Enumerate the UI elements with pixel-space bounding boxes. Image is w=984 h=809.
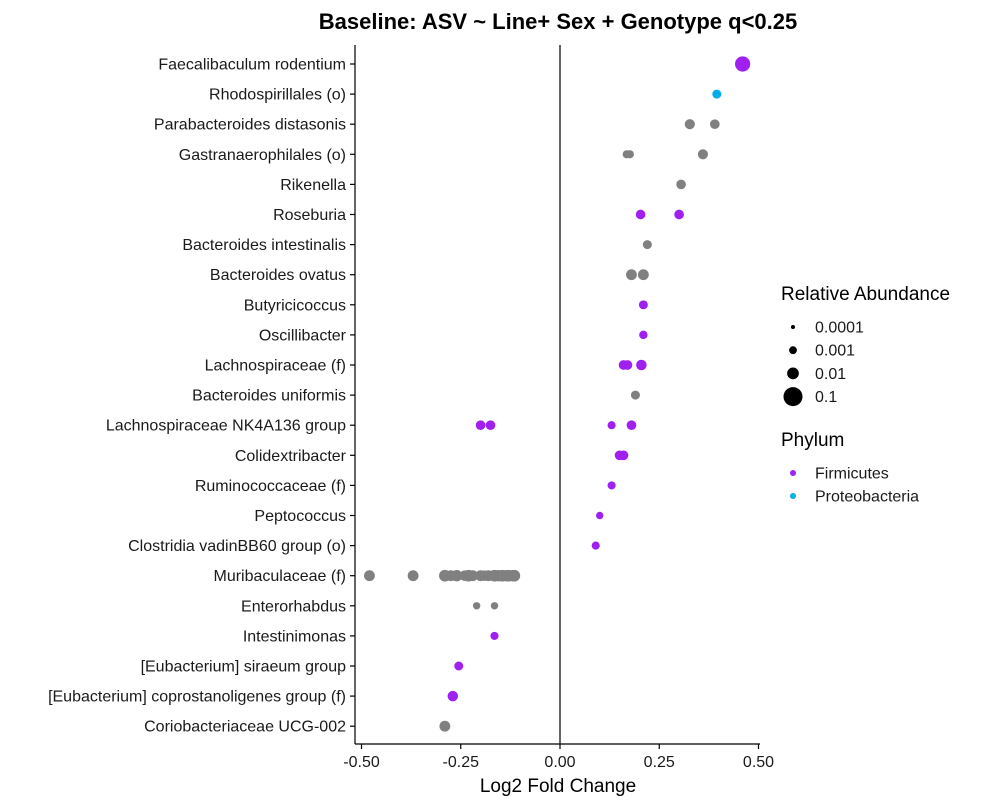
x-tick-label: 0.25 (644, 754, 675, 771)
legend: Relative Abundance 0.0001 0.001 0.01 0.1 Ph… (781, 284, 950, 506)
legend-size-label: 0.001 (815, 343, 855, 360)
data-point (454, 661, 464, 671)
data-point (697, 149, 708, 160)
y-tick-label: Bacteroides ovatus (210, 267, 346, 284)
data-point (607, 481, 616, 490)
y-axis-ticks (350, 63, 355, 727)
y-tick-label: Lachnospiraceae NK4A136 group (106, 418, 346, 435)
data-point (490, 631, 499, 640)
legend-size-dot (791, 325, 795, 329)
y-tick-label: Roseburia (273, 207, 346, 224)
data-point (622, 360, 633, 370)
data-point (591, 541, 600, 550)
data-point (475, 420, 486, 431)
data-point (595, 511, 604, 520)
legend-size-label: 0.1 (815, 389, 837, 406)
legend-size-dot (783, 387, 803, 407)
data-point (637, 269, 649, 281)
data-point (709, 119, 720, 130)
y-tick-label: Bacteroides uniformis (192, 388, 346, 405)
y-tick-label: Parabacteroides distasonis (154, 117, 346, 134)
data-point (439, 720, 451, 732)
y-tick-label: Peptococcus (254, 508, 346, 525)
data-point (607, 421, 616, 430)
x-tick-label: 0.00 (544, 754, 575, 771)
legend-phylum-dot (790, 470, 796, 476)
y-tick-label: Rhodospirillales (o) (209, 87, 346, 104)
x-axis-ticks: -0.50 -0.25 0.00 0.25 0.50 (343, 744, 774, 771)
data-point (364, 570, 375, 582)
legend-phylum-label: Firmicutes (815, 466, 889, 483)
data-point (447, 690, 459, 702)
y-tick-label: Muribaculaceae (f) (214, 568, 347, 585)
data-points (364, 56, 751, 732)
y-tick-label: Oscillibacter (259, 327, 347, 344)
y-tick-label: [Eubacterium] coprostanoligenes group (f… (48, 689, 346, 706)
y-tick-label: Coriobacteriaceae UCG-002 (144, 719, 346, 736)
y-tick-label: Clostridia vadinBB60 group (o) (128, 538, 346, 555)
data-point (508, 569, 521, 582)
data-point (407, 570, 419, 582)
data-point (472, 602, 481, 610)
legend-size-title: Relative Abundance (781, 284, 950, 305)
y-tick-label: Rikenella (280, 177, 346, 194)
legend-size-label: 0.01 (815, 366, 846, 383)
legend-phylum-entries: Firmicutes Proteobacteria (790, 466, 919, 506)
y-tick-label: Ruminococcaceae (f) (195, 478, 346, 495)
x-tick-label: -0.25 (443, 754, 480, 771)
data-point (490, 602, 499, 610)
data-point (635, 209, 646, 220)
y-tick-label: Colidextribacter (235, 448, 347, 465)
x-axis-title: Log2 Fold Change (480, 776, 636, 797)
y-tick-label: Bacteroides intestinalis (182, 237, 346, 254)
data-point (639, 330, 648, 340)
y-tick-label: Intestinimonas (243, 628, 346, 645)
x-tick-label: 0.50 (743, 754, 774, 771)
data-point (485, 420, 496, 431)
data-point (467, 570, 479, 582)
legend-size-dot (789, 346, 797, 355)
y-tick-label: Lachnospiraceae (f) (205, 358, 346, 375)
y-tick-label: Enterorhabdus (241, 598, 346, 615)
data-point (638, 300, 648, 310)
legend-phylum-title: Phylum (781, 430, 844, 451)
data-point (676, 179, 686, 190)
data-point (636, 359, 647, 371)
chart-title: Baseline: ASV ~ Line+ Sex + Genotype q<0… (319, 9, 798, 34)
legend-size-label: 0.0001 (815, 320, 864, 337)
legend-phylum-dot (790, 493, 796, 499)
y-tick-label: Butyricicoccus (244, 297, 346, 314)
data-point (451, 570, 463, 582)
data-point (642, 240, 652, 250)
data-point (630, 390, 640, 400)
data-point (626, 420, 637, 431)
legend-size-entries: 0.0001 0.001 0.01 0.1 (783, 320, 864, 407)
data-point (674, 209, 684, 220)
y-tick-label: [Eubacterium] siraeum group (141, 659, 347, 676)
y-tick-label: Gastranaerophilales (o) (179, 147, 346, 164)
data-point (618, 450, 629, 461)
data-point (684, 119, 695, 130)
x-tick-label: -0.50 (343, 754, 380, 771)
data-point (626, 269, 637, 281)
legend-size-dot (787, 367, 799, 380)
data-point (735, 56, 751, 72)
y-axis-labels: Faecalibaculum rodentium Rhodospirillales… (48, 57, 347, 736)
y-tick-label: Faecalibaculum rodentium (158, 57, 346, 74)
data-point (625, 150, 634, 159)
data-point (712, 89, 722, 99)
legend-phylum-label: Proteobacteria (815, 489, 919, 506)
